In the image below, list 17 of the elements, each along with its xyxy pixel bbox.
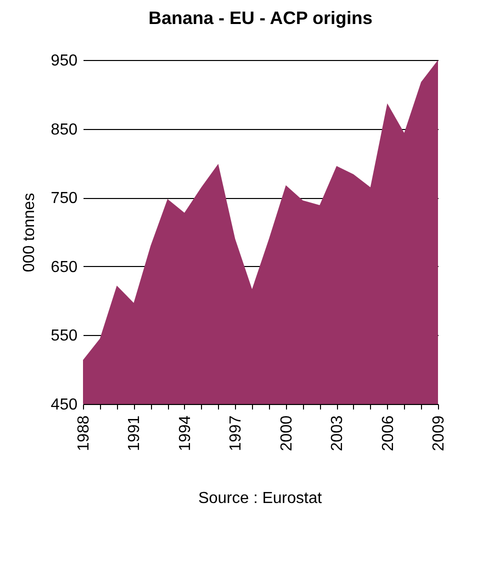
source-note: Source : Eurostat bbox=[198, 490, 322, 507]
x-tick-label: 1991 bbox=[126, 415, 144, 452]
x-tick-label: 2000 bbox=[278, 415, 296, 452]
y-axis-title: 000 tonnes bbox=[20, 192, 38, 272]
x-tick-label: 1994 bbox=[176, 415, 194, 452]
y-tick-label: 550 bbox=[50, 328, 78, 345]
y-tick-label: 650 bbox=[50, 258, 78, 276]
y-tick-label: 950 bbox=[50, 52, 78, 70]
x-tick-label: 2003 bbox=[329, 415, 346, 452]
x-tick-label: 2006 bbox=[380, 415, 397, 452]
x-tick-label: 1997 bbox=[228, 415, 245, 452]
chart-title: Banana - EU - ACP origins bbox=[148, 8, 373, 28]
y-tick-label: 750 bbox=[50, 190, 78, 208]
x-tick-label: 2009 bbox=[430, 415, 448, 452]
y-tick-label: 450 bbox=[50, 396, 78, 414]
x-tick-label: 1988 bbox=[76, 415, 92, 452]
y-tick-label: 850 bbox=[50, 121, 78, 138]
